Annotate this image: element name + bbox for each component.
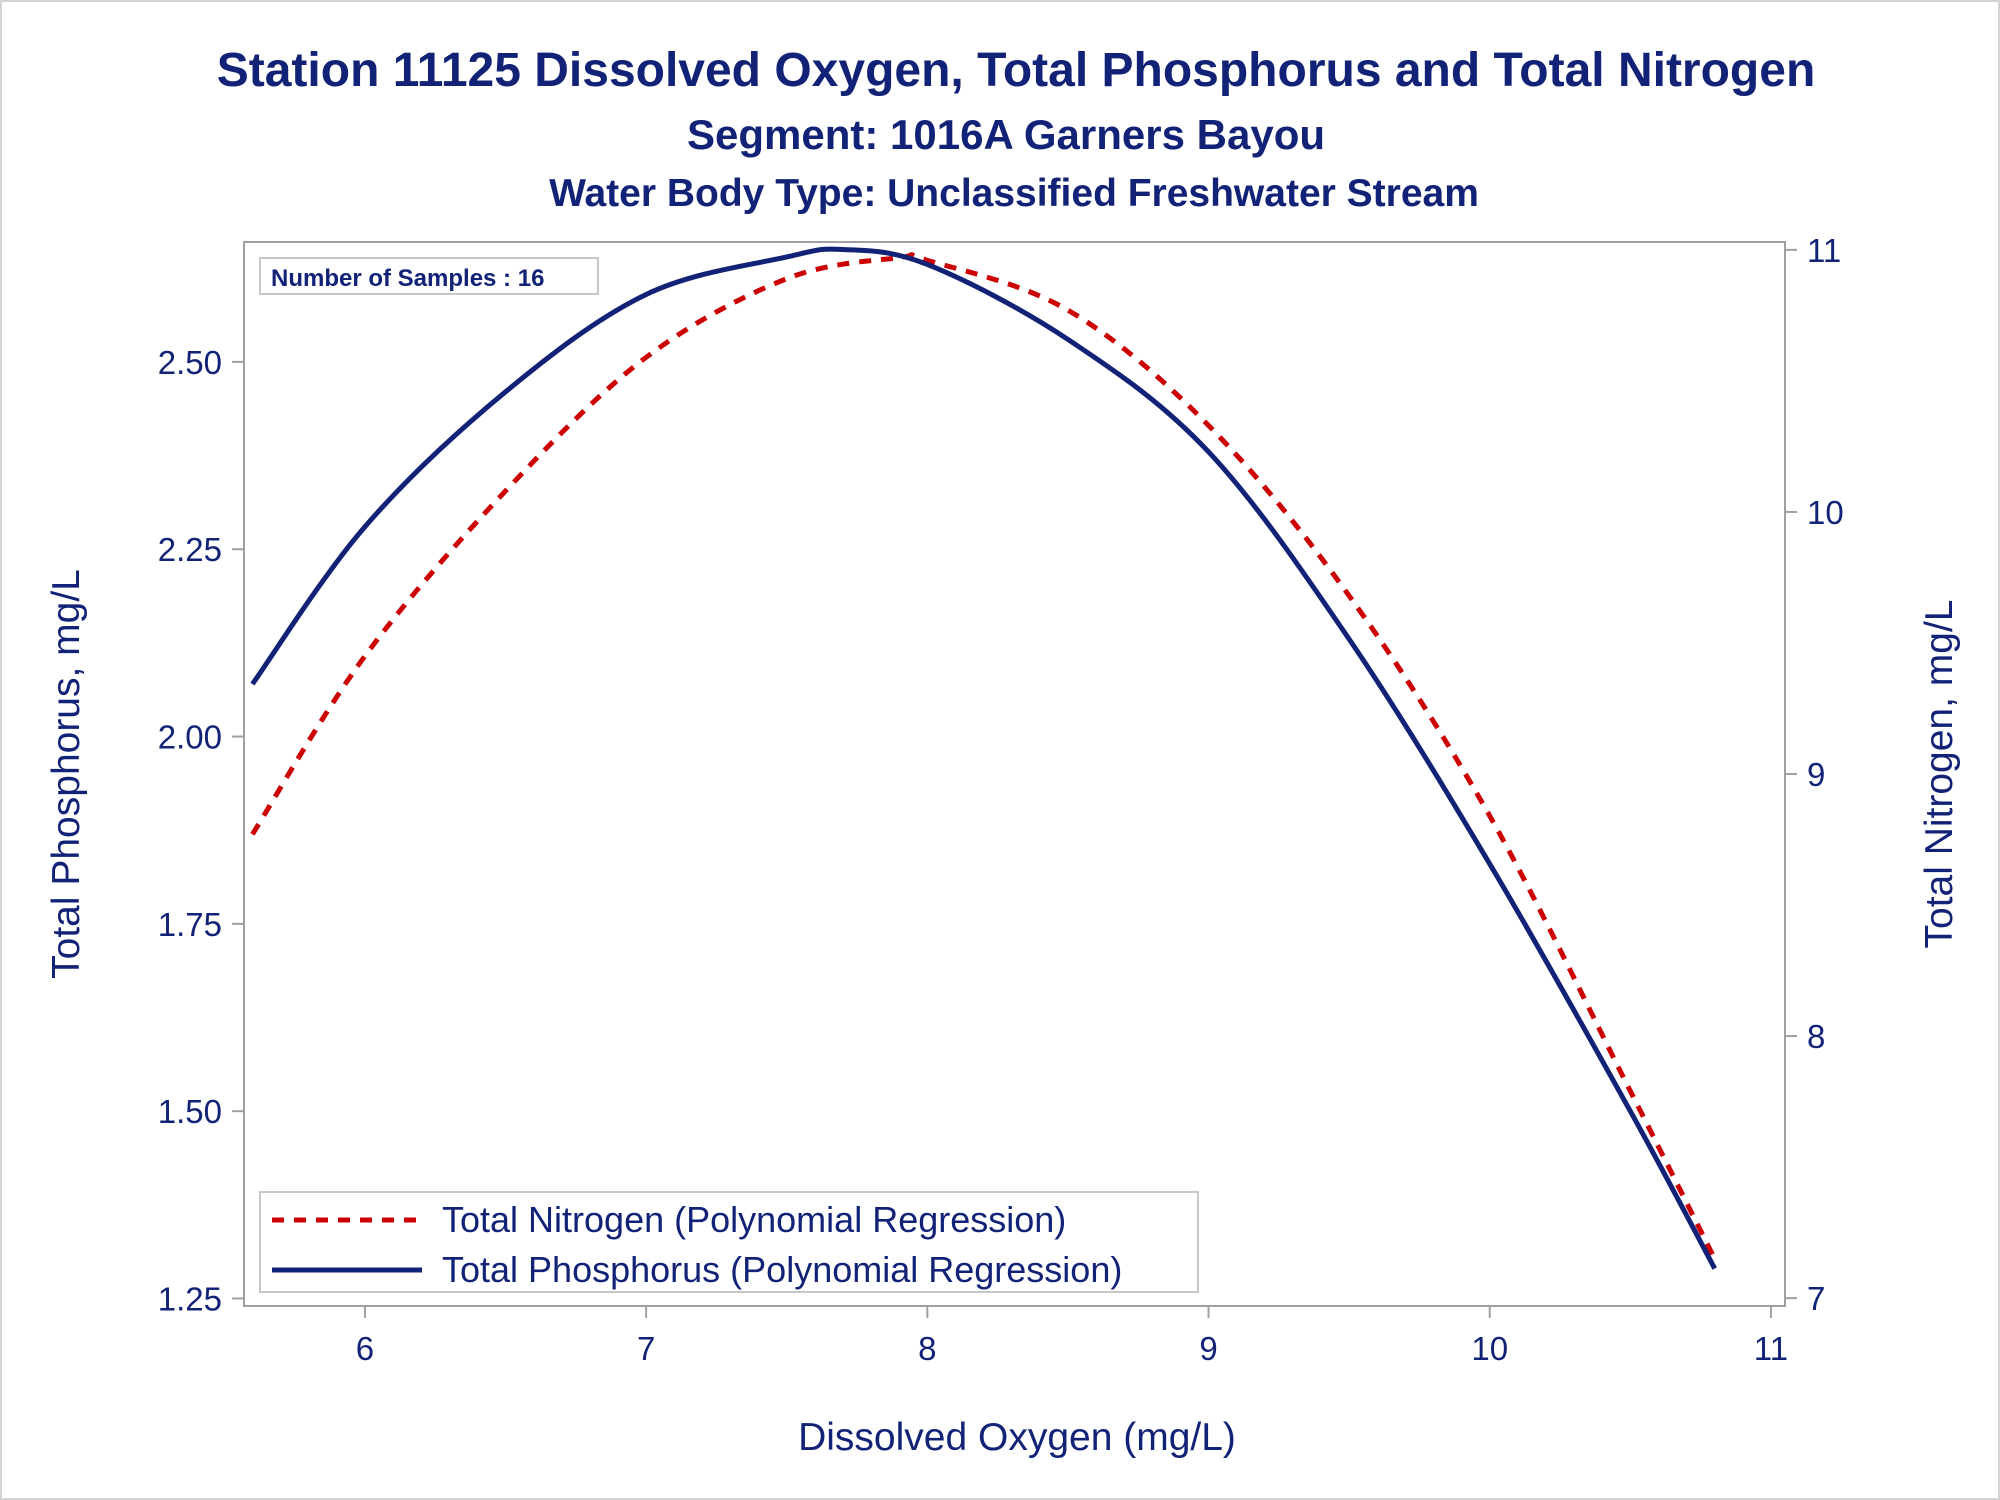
plot-area [243, 241, 1786, 1307]
legend: Total Nitrogen (Polynomial Regression) T… [259, 1191, 1199, 1293]
y2-tick-label: 9 [1807, 756, 1825, 793]
y-tick-label: 2.00 [158, 719, 222, 756]
y-axis-ticks: 1.25 1.50 1.75 2.00 2.25 2.50 [158, 344, 244, 1318]
x-axis-ticks: 6 7 8 9 10 11 [356, 1306, 1788, 1367]
chart-title: Station 11125 Dissolved Oxygen, Total Ph… [217, 44, 1816, 97]
x-tick-label: 10 [1471, 1330, 1508, 1367]
y2-axis-ticks: 7 8 9 10 11 [1785, 232, 1844, 1317]
series-line-phosphorus [250, 246, 1717, 1270]
y2-tick-label: 8 [1807, 1018, 1825, 1055]
x-tick-label: 7 [637, 1330, 655, 1367]
x-tick-label: 8 [918, 1330, 936, 1367]
inset-text: Number of Samples : 16 [271, 265, 544, 292]
x-tick-label: 6 [356, 1330, 374, 1367]
y-tick-label: 1.50 [158, 1093, 222, 1130]
inset-box [259, 257, 599, 295]
legend-label-phosphorus: Total Phosphorus (Polynomial Regression) [442, 1249, 1122, 1290]
x-tick-label: 11 [1754, 1330, 1788, 1367]
series-line-nitrogen [250, 252, 1717, 1260]
y2-tick-label: 11 [1807, 232, 1841, 269]
series-lines [250, 246, 1717, 1270]
chart-subtitle-2: Water Body Type: Unclassified Freshwater… [549, 172, 1479, 215]
y-tick-label: 2.25 [158, 531, 222, 568]
y-tick-label: 2.50 [158, 344, 222, 381]
chart-subtitle: Segment: 1016A Garners Bayou [687, 111, 1325, 158]
legend-box [259, 1191, 1199, 1293]
y-axis-label: Total Phosphorus, mg/L [45, 569, 88, 979]
y-tick-label: 1.75 [158, 906, 222, 943]
x-tick-label: 9 [1199, 1330, 1217, 1367]
y2-axis-label: Total Nitrogen, mg/L [1918, 599, 1961, 948]
y2-tick-label: 7 [1807, 1280, 1825, 1317]
sample-count-inset: Number of Samples : 16 [259, 257, 599, 295]
y2-tick-label: 10 [1807, 494, 1844, 531]
x-axis-label: Dissolved Oxygen (mg/L) [798, 1416, 1236, 1459]
y-tick-label: 1.25 [158, 1281, 222, 1318]
legend-label-nitrogen: Total Nitrogen (Polynomial Regression) [442, 1199, 1066, 1240]
